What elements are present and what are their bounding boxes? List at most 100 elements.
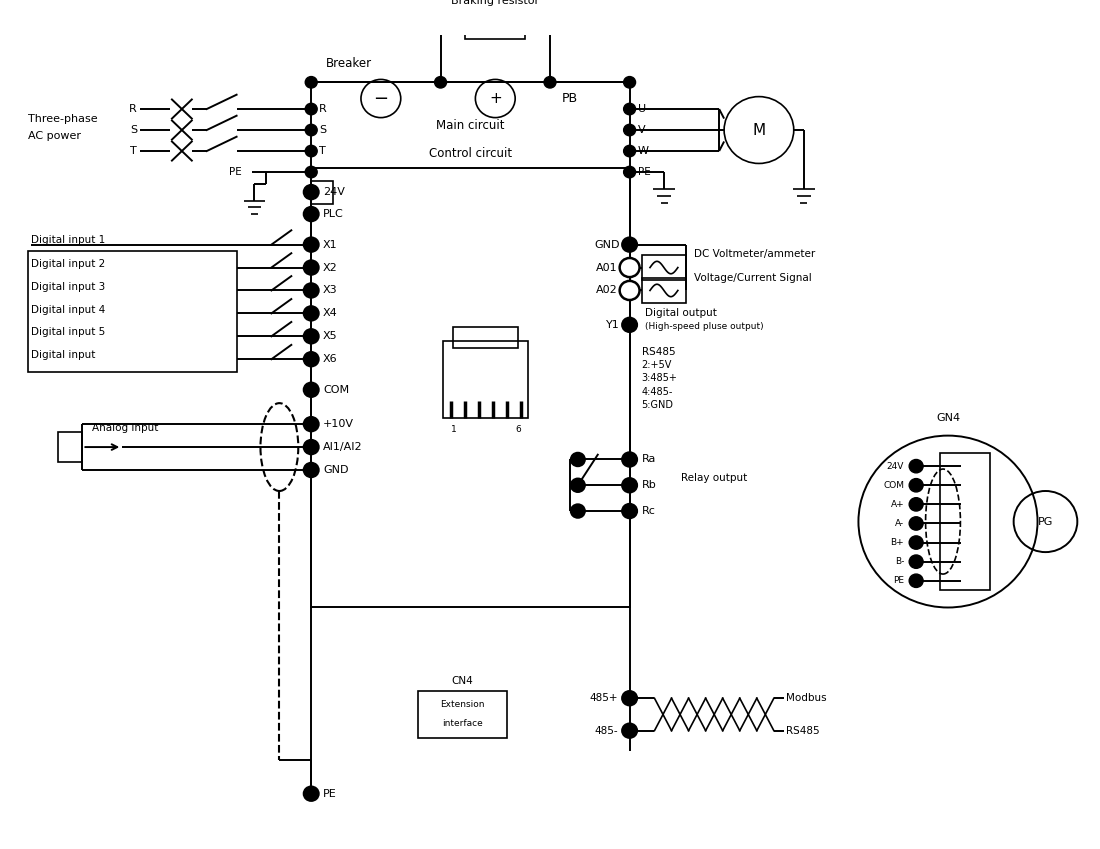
Text: S: S — [130, 125, 138, 135]
Circle shape — [910, 555, 923, 568]
Text: Digital output: Digital output — [645, 308, 716, 318]
Circle shape — [305, 166, 317, 177]
Circle shape — [910, 517, 923, 530]
Text: CN4: CN4 — [452, 676, 473, 686]
Circle shape — [624, 104, 636, 115]
Text: X2: X2 — [323, 262, 338, 273]
Text: 485+: 485+ — [590, 694, 618, 703]
Text: Main circuit: Main circuit — [437, 119, 505, 132]
Text: 24V: 24V — [323, 187, 345, 197]
Text: Ra: Ra — [641, 454, 656, 464]
Text: Rb: Rb — [641, 481, 657, 490]
Text: PLC: PLC — [323, 209, 344, 219]
Text: Breaker: Breaker — [326, 57, 372, 70]
Circle shape — [304, 329, 319, 344]
Circle shape — [623, 318, 637, 332]
Text: AI1/AI2: AI1/AI2 — [323, 442, 363, 452]
Text: PE: PE — [638, 167, 650, 177]
Circle shape — [619, 281, 639, 300]
Text: X3: X3 — [323, 285, 338, 295]
Text: Digital input: Digital input — [31, 351, 95, 360]
Circle shape — [304, 207, 319, 222]
Text: 5:GND: 5:GND — [641, 400, 673, 410]
Circle shape — [305, 145, 317, 157]
Bar — [443, 341, 528, 419]
Text: 485-: 485- — [594, 726, 618, 736]
Text: R: R — [130, 104, 138, 114]
Circle shape — [619, 258, 639, 277]
Circle shape — [624, 166, 636, 177]
Text: 6: 6 — [515, 425, 521, 435]
Circle shape — [623, 691, 637, 706]
Text: GN4: GN4 — [936, 413, 960, 424]
Text: 1: 1 — [451, 425, 456, 435]
Text: A-: A- — [895, 519, 904, 528]
Bar — [940, 453, 990, 590]
Text: Relay output: Relay output — [681, 473, 748, 482]
Circle shape — [571, 453, 585, 466]
Circle shape — [304, 306, 319, 321]
Text: 3:485+: 3:485+ — [641, 374, 678, 383]
Text: PG: PG — [1037, 516, 1053, 526]
Bar — [311, 181, 333, 204]
Circle shape — [624, 124, 636, 136]
Bar — [641, 278, 686, 303]
Circle shape — [304, 383, 319, 397]
Text: X1: X1 — [323, 239, 338, 250]
Text: DC Voltmeter/ammeter: DC Voltmeter/ammeter — [694, 249, 815, 259]
Text: 4:485-: 4:485- — [641, 386, 673, 396]
Text: 2:+5V: 2:+5V — [641, 360, 672, 370]
Circle shape — [304, 440, 319, 454]
Text: Digital input 1: Digital input 1 — [31, 235, 104, 245]
Text: GND: GND — [323, 465, 349, 475]
Text: Three-phase: Three-phase — [28, 114, 97, 124]
Circle shape — [623, 723, 637, 738]
Circle shape — [624, 145, 636, 157]
Circle shape — [434, 76, 447, 88]
Text: Rc: Rc — [641, 506, 656, 516]
Bar — [465, 20, 525, 39]
Text: X4: X4 — [323, 308, 338, 318]
Bar — [311, 82, 629, 608]
Circle shape — [623, 238, 637, 252]
Text: W: W — [638, 146, 649, 156]
Text: Digital input 5: Digital input 5 — [31, 328, 104, 337]
Text: B+: B+ — [891, 538, 904, 547]
Bar — [641, 256, 686, 280]
Circle shape — [305, 124, 317, 136]
Text: T: T — [319, 146, 326, 156]
Text: A+: A+ — [891, 500, 904, 509]
Text: Digital input 3: Digital input 3 — [31, 282, 104, 292]
Circle shape — [304, 463, 319, 477]
Circle shape — [304, 185, 319, 200]
Text: Y1: Y1 — [606, 320, 619, 330]
Text: Extension: Extension — [440, 700, 485, 710]
Circle shape — [304, 417, 319, 431]
Text: AC power: AC power — [28, 131, 80, 141]
Text: Digital input 2: Digital input 2 — [31, 259, 104, 269]
Bar — [57, 432, 82, 463]
Text: −: − — [373, 89, 388, 108]
Text: R: R — [319, 104, 327, 114]
Circle shape — [305, 104, 317, 115]
Text: A02: A02 — [596, 285, 618, 295]
Text: V: V — [638, 125, 646, 135]
Text: Modbus: Modbus — [785, 694, 826, 703]
Circle shape — [910, 498, 923, 511]
Circle shape — [910, 479, 923, 492]
Text: X6: X6 — [323, 354, 338, 364]
Text: interface: interface — [442, 719, 483, 728]
Text: Braking resistor: Braking resistor — [451, 0, 539, 6]
Text: 24V: 24V — [887, 462, 904, 470]
Text: PE: PE — [893, 576, 904, 585]
Text: Voltage/Current Signal: Voltage/Current Signal — [694, 273, 812, 283]
Circle shape — [304, 284, 319, 298]
Circle shape — [623, 478, 637, 492]
Circle shape — [571, 504, 585, 518]
Text: Digital input 4: Digital input 4 — [31, 305, 104, 315]
Text: RS485: RS485 — [785, 726, 820, 736]
Text: RS485: RS485 — [641, 346, 675, 357]
Text: S: S — [319, 125, 327, 135]
Circle shape — [304, 238, 319, 252]
Text: PB: PB — [562, 92, 578, 105]
